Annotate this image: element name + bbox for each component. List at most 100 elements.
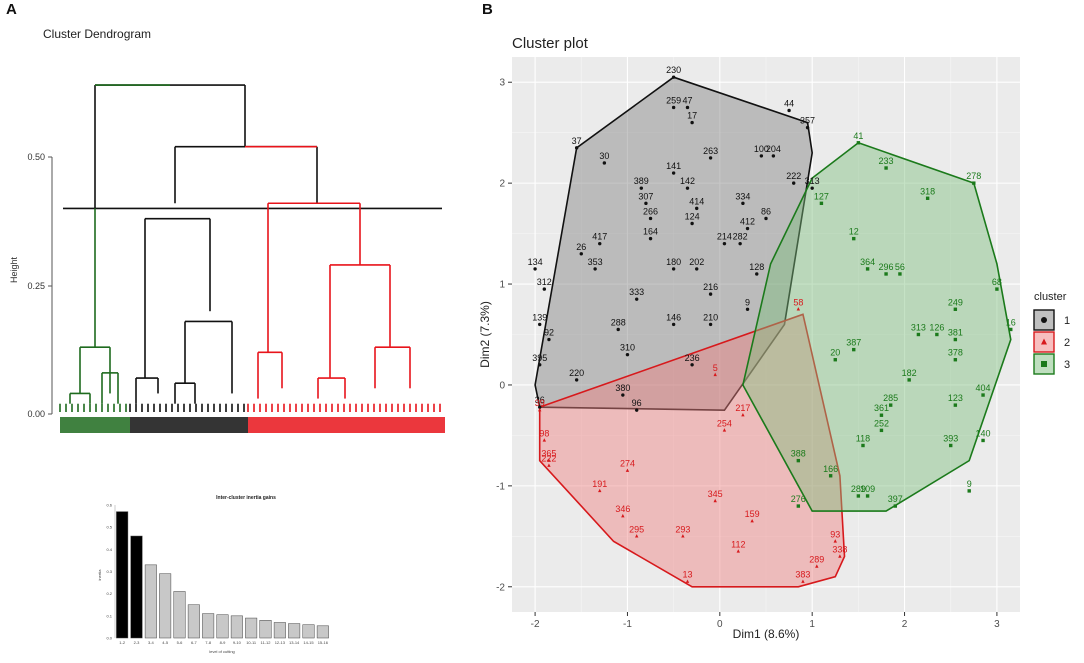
point-cluster-2 [685,579,690,583]
point-label: 293 [675,524,690,534]
point-cluster-3 [879,413,884,417]
point-cluster-2 [815,564,819,568]
point-cluster-1 [708,292,713,296]
point-cluster-2 [750,518,754,523]
point-label: 164 [643,227,658,237]
point-label: 383 [795,570,810,580]
point-cluster-2 [621,513,625,518]
point-cluster-3 [796,504,801,508]
point-cluster-1 [810,186,814,190]
point-cluster-2 [838,554,842,558]
inertia-ytick: 0.3 [106,569,112,574]
point-label: 236 [685,353,700,363]
point-cluster-1 [648,216,653,221]
x-tick-label: 0 [717,619,723,630]
point-label: 313 [805,176,820,186]
point-label: 30 [599,151,609,161]
point-label: 58 [793,297,803,307]
point-cluster-3 [865,267,870,271]
point-cluster-1 [602,161,607,165]
point-cluster-1 [634,408,639,412]
cluster-plot-title: Cluster plot [512,35,589,52]
point-cluster-1 [542,287,547,291]
y-tick-label: 3 [499,78,505,89]
point-cluster-1 [745,226,750,231]
point-cluster-3 [953,403,958,407]
point-label: 412 [740,217,755,227]
point-cluster-3 [925,196,930,200]
y-axis-label: Dim2 (7.3%) [478,301,492,368]
y-tick-label: -2 [496,582,505,593]
point-cluster-1 [738,241,742,246]
inertia-bar [173,591,186,639]
point-label: 220 [569,368,584,378]
point-cluster-1 [764,216,768,221]
point-cluster-3 [819,201,824,206]
point-cluster-1 [671,105,676,110]
point-cluster-3 [953,307,958,311]
point-cluster-2 [713,372,717,377]
point-label: 118 [856,434,870,444]
point-cluster-2 [547,463,551,467]
inertia-xtick: 14-15 [303,640,314,645]
point-cluster-2 [736,549,740,553]
point-label: 417 [592,232,607,242]
point-cluster-1 [639,186,644,190]
point-label: 249 [948,297,963,307]
inertia-ytick: 0.4 [106,547,112,552]
point-cluster-3 [879,428,884,433]
point-label: 182 [902,368,917,378]
point-label: 274 [620,459,635,469]
point-label: 288 [611,317,626,327]
point-label: 13 [682,570,692,580]
point-label: 395 [532,353,547,363]
point-cluster-1 [538,363,542,367]
point-label: 313 [911,323,926,333]
point-label: 128 [749,262,764,272]
point-label: 12 [849,227,859,237]
point-label: 296 [879,262,894,272]
point-cluster-3 [995,287,999,291]
point-label: 37 [572,136,582,146]
point-cluster-3 [861,443,865,448]
point-cluster-1 [685,105,690,110]
point-label: 307 [638,191,653,201]
point-cluster-2 [713,498,717,503]
legend-marker-3 [1041,361,1047,367]
point-cluster-3 [967,489,971,493]
point-cluster-1 [621,393,625,397]
point-cluster-1 [671,267,676,271]
leaf-labels-cluster-1 [60,417,130,433]
point-label: 112 [731,539,745,549]
point-label: 222 [786,171,801,181]
point-cluster-3 [1009,327,1013,332]
point-label: 389 [634,176,649,186]
point-label: 68 [992,277,1002,287]
point-label: 334 [735,191,750,201]
point-cluster-1 [690,120,694,125]
point-cluster-1 [745,307,750,311]
point-label: 5 [713,363,718,373]
point-cluster-1 [547,337,551,342]
point-label: 20 [830,348,840,358]
inertia-bar [302,624,315,639]
point-cluster-1 [538,405,542,409]
inertia-xlabel: level of cutting [209,649,235,654]
point-label: 26 [576,242,586,252]
point-cluster-3 [856,141,861,145]
point-label: 142 [680,176,695,186]
point-label: 127 [814,191,829,201]
point-label: 318 [920,186,935,196]
y-tick-label: 1 [499,280,505,291]
inertia-bar [288,623,301,639]
point-cluster-1 [755,272,759,276]
dendro-ticklabel-000: 0.00 [27,409,45,419]
y-tick-label: -1 [496,481,505,492]
point-cluster-3 [828,474,833,478]
point-cluster-3 [884,272,888,276]
inertia-xtick: 1-2 [119,640,126,645]
point-cluster-2 [833,539,837,543]
y-tick-label: 0 [499,380,505,391]
